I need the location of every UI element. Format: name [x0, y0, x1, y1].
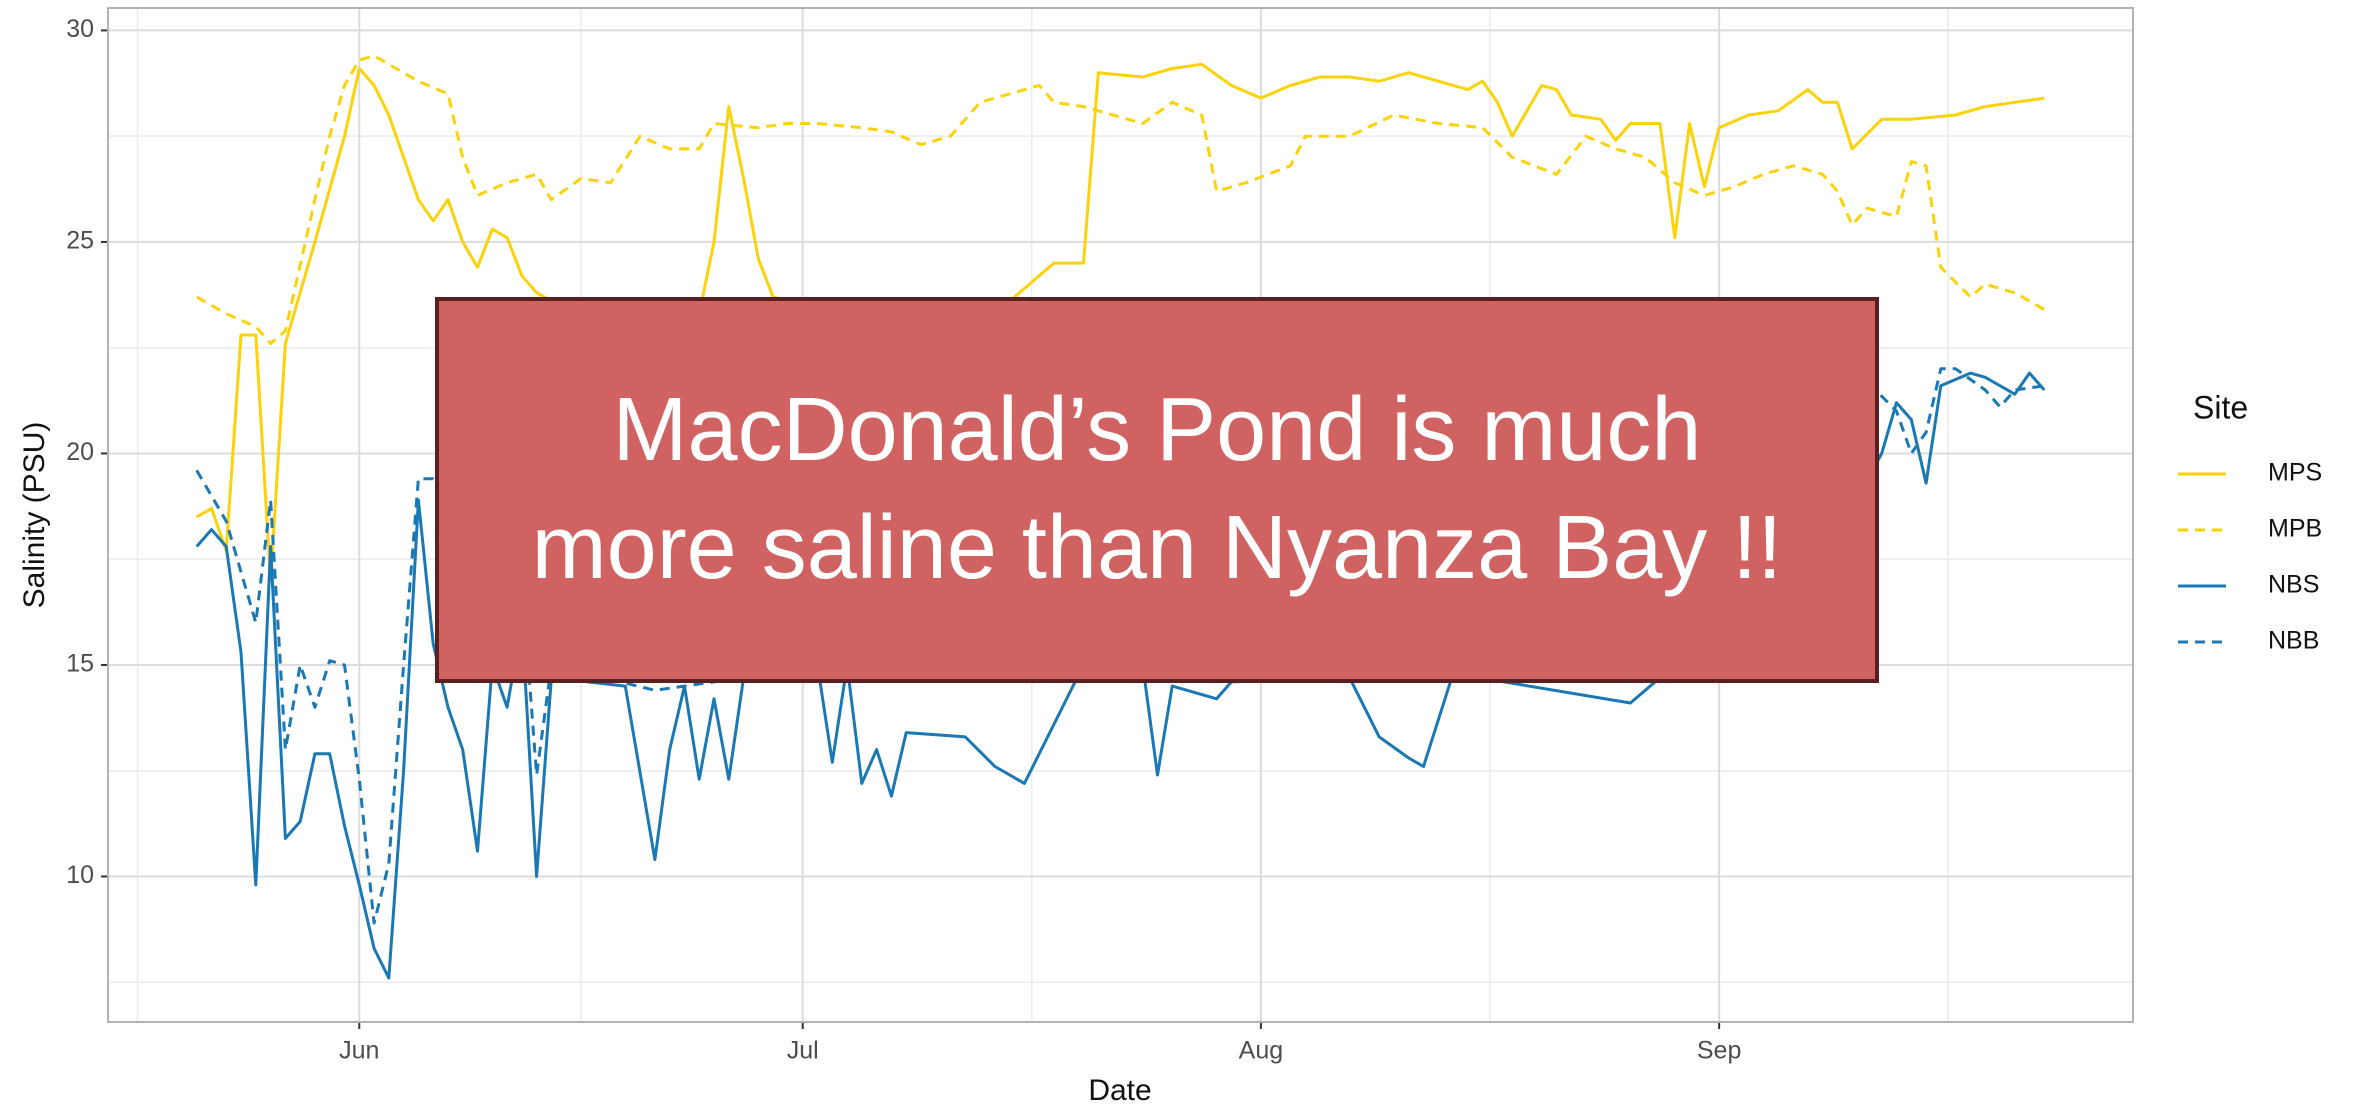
legend-label: NBS [2268, 571, 2319, 599]
series-line [195, 62, 2045, 582]
annotation-text: more saline than Nyanza Bay !! [532, 498, 1783, 598]
annotation-box [435, 297, 1879, 683]
y-axis-label: Salinity (PSU) [18, 422, 51, 609]
legend-label: NBB [2268, 627, 2319, 655]
series-line [195, 367, 2045, 925]
y-tick-label: 20 [66, 438, 94, 466]
annotation-text: MacDonald’s Pond is much [613, 380, 1702, 480]
legend-label: MPS [2268, 459, 2322, 487]
y-tick-label: 15 [66, 650, 94, 678]
x-tick-label: Jul [787, 1037, 819, 1065]
x-tick-label: Sep [1697, 1037, 1741, 1065]
y-tick-label: 10 [66, 861, 94, 889]
y-tick-label: 30 [66, 15, 94, 43]
x-tick-label: Jun [339, 1037, 379, 1065]
plot-border [107, 7, 2134, 1023]
y-tick-label: 25 [66, 227, 94, 255]
legend-label: MPB [2268, 515, 2322, 543]
x-tick-label: Aug [1239, 1037, 1283, 1065]
legend-title: Site [2193, 389, 2248, 425]
series-line [195, 54, 2046, 345]
x-axis-label: Date [1088, 1074, 1151, 1107]
